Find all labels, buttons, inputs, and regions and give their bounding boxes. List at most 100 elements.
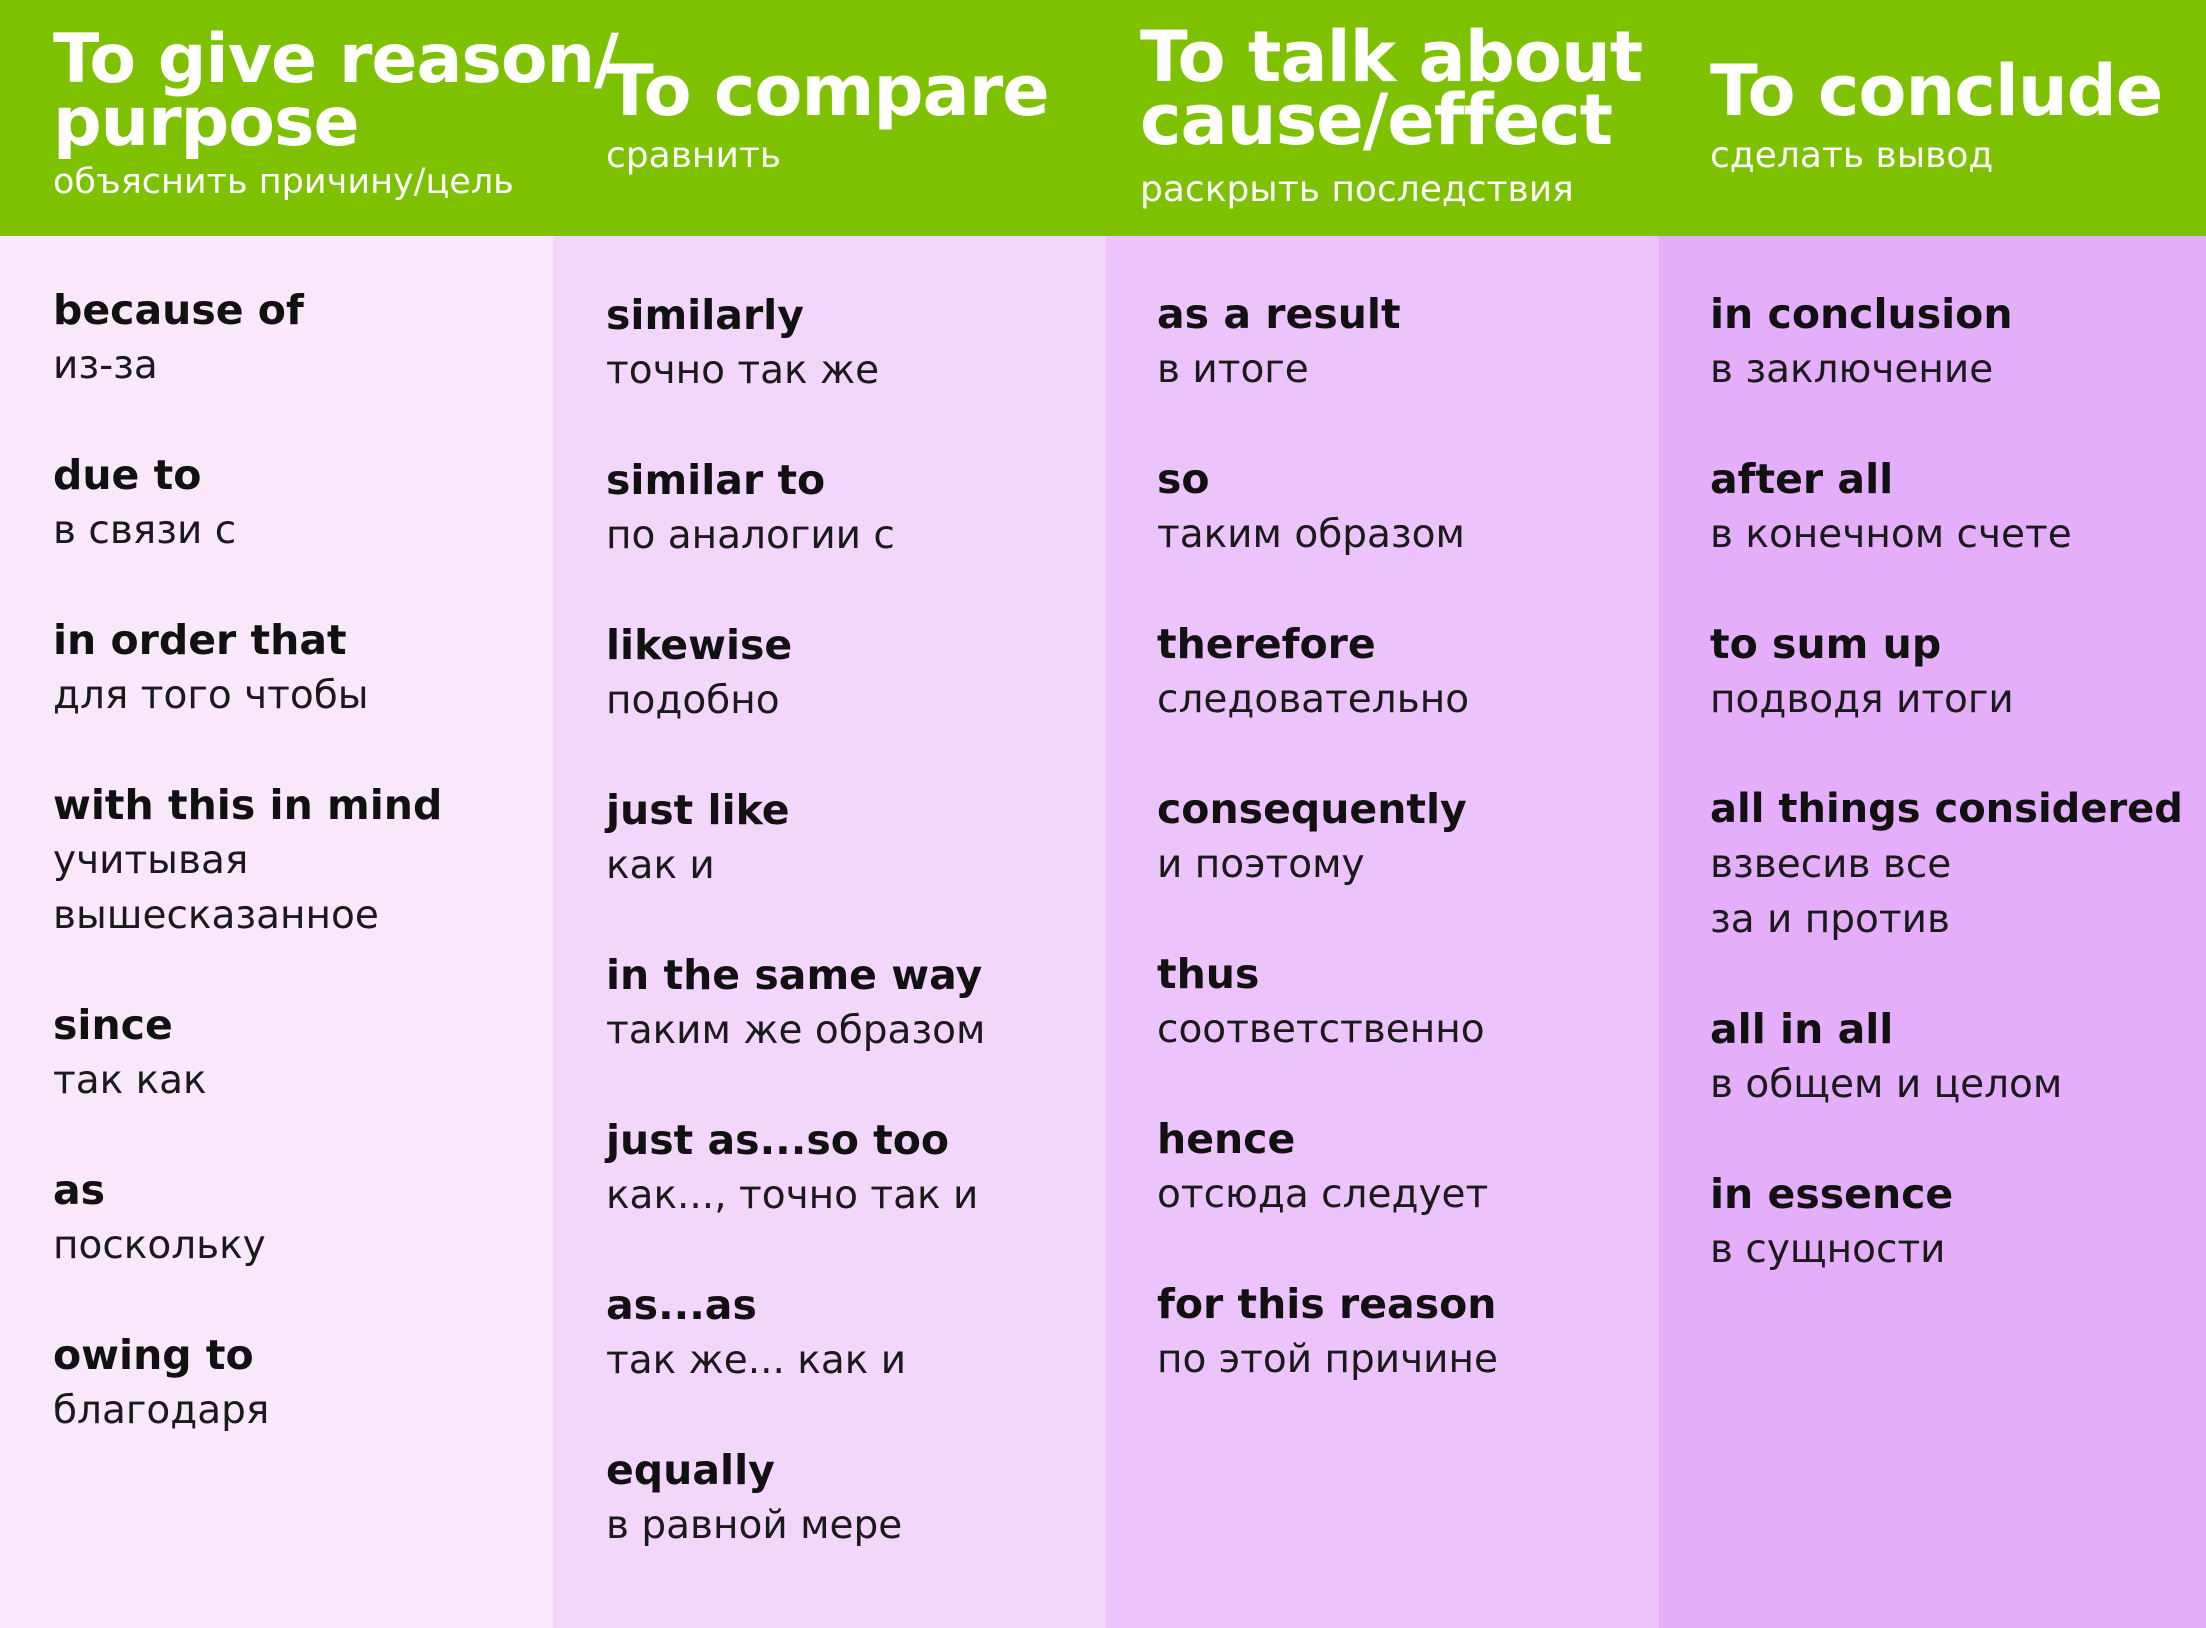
phrase-translation: как и (606, 843, 715, 888)
column-header: To compare сравнить (553, 0, 1106, 236)
phrase-translation: поскольку (53, 1223, 266, 1268)
column-subtitle: объяснить причину/цель (53, 162, 514, 202)
phrase-translation: в заключение (1710, 347, 1994, 392)
column-header: To talk about cause/effect раскрыть посл… (1106, 0, 1659, 236)
column-title-line: purpose (53, 83, 360, 162)
phrase-item: after all в конечном счете (1710, 452, 2072, 562)
phrase-term: because of (53, 286, 304, 334)
phrase-term: hence (1157, 1115, 1296, 1163)
phrase-term: therefore (1157, 620, 1376, 668)
header-band (0, 0, 2206, 236)
phrase-item: in order that для того чтобы (53, 613, 369, 723)
phrase-item: similarly точно так же (606, 288, 879, 398)
phrase-item: with this in mind учитывая вышесказанное (53, 778, 442, 943)
phrase-translation: соответственно (1157, 1007, 1485, 1052)
phrase-translation: учитывая (53, 838, 249, 883)
phrase-term: for this reason (1157, 1280, 1497, 1328)
phrase-translation: из-за (53, 343, 158, 388)
column-body (1659, 236, 2206, 1628)
phrase-item: all things considered взвесив все за и п… (1710, 782, 2183, 947)
phrase-item: for this reason по этой причине (1157, 1277, 1498, 1387)
phrase-translation: в сущности (1710, 1227, 1946, 1272)
phrase-translation: вышесказанное (53, 893, 379, 938)
phrase-translation: в общем и целом (1710, 1062, 2063, 1107)
phrase-translation: и поэтому (1157, 842, 1365, 887)
phrase-item: in conclusion в заключение (1710, 287, 2013, 397)
phrase-term: owing to (53, 1331, 254, 1379)
phrase-term: to sum up (1710, 620, 1942, 668)
phrase-item: in essence в сущности (1710, 1167, 1953, 1277)
phrase-translation: в равной мере (606, 1503, 903, 1548)
column-subtitle: раскрыть последствия (1140, 169, 1574, 210)
phrase-term: similar to (606, 456, 826, 504)
phrase-term: all things considered (1710, 786, 2183, 832)
phrase-term: in essence (1710, 1170, 1954, 1218)
phrase-translation: следовательно (1157, 677, 1470, 722)
phrase-item: to sum up подводя итоги (1710, 617, 2014, 727)
phrase-term: in order that (53, 616, 347, 664)
column-title: To conclude (1710, 50, 2163, 132)
phrase-translation: подводя итоги (1710, 677, 2014, 722)
column-compare: To compare сравнить similarly точно так … (553, 0, 1106, 1628)
phrase-term: just as...so too (606, 1116, 950, 1164)
column-body (1106, 236, 1659, 1628)
phrase-item: since так как (53, 998, 207, 1108)
phrase-item: therefore следовательно (1157, 617, 1469, 727)
column-subtitle: сравнить (606, 135, 782, 176)
phrase-item: all in all в общем и целом (1710, 1002, 2062, 1112)
phrase-term: in the same way (606, 951, 983, 999)
phrase-item: as...as так же... как и (606, 1278, 906, 1388)
phrase-translation: отсюда следует (1157, 1172, 1489, 1217)
phrase-term: in conclusion (1710, 290, 2013, 338)
phrase-term: so (1157, 455, 1210, 503)
phrase-item: hence отсюда следует (1157, 1112, 1488, 1222)
phrase-translation: для того чтобы (53, 673, 369, 718)
column-title: To give reason/ purpose (53, 20, 619, 162)
phrase-term: all in all (1710, 1005, 1894, 1053)
phrase-item: due to в связи с (53, 448, 236, 558)
phrase-translation: таким же образом (606, 1008, 986, 1053)
column-title-line: To compare (606, 50, 1050, 132)
column-title: To compare (606, 50, 1050, 132)
phrase-term: as...as (606, 1281, 757, 1329)
phrase-item: just like как и (606, 783, 790, 893)
phrase-translation: таким образом (1157, 512, 1465, 557)
phrase-term: since (53, 1001, 173, 1049)
column-title-line: To conclude (1710, 50, 2163, 132)
phrase-item: in the same way таким же образом (606, 948, 985, 1058)
phrase-term: as (53, 1166, 106, 1214)
phrase-translation: так же... как и (606, 1338, 907, 1383)
phrase-term: equally (606, 1446, 775, 1494)
phrase-translation: благодаря (53, 1388, 270, 1433)
column-header: To give reason/ purpose объяснить причин… (0, 0, 619, 236)
phrase-translation: так как (53, 1058, 207, 1103)
phrase-term: consequently (1157, 785, 1467, 833)
column-cause-effect: To talk about cause/effect раскрыть посл… (1106, 0, 1659, 1628)
phrase-translation: в конечном счете (1710, 512, 2072, 557)
phrase-item: so таким образом (1157, 452, 1465, 562)
column-body (0, 236, 553, 1628)
phrase-item: thus соответственно (1157, 947, 1485, 1057)
phrase-translation: подобно (606, 678, 780, 723)
phrase-term: after all (1710, 455, 1894, 503)
phrase-term: similarly (606, 291, 804, 339)
phrase-translation: по аналогии с (606, 513, 895, 558)
phrase-item: likewise подобно (606, 618, 792, 728)
phrase-item: equally в равной мере (606, 1443, 902, 1553)
phrase-term: thus (1157, 950, 1260, 998)
column-title-line: cause/effect (1140, 79, 1613, 161)
phrase-term: just like (606, 786, 790, 834)
phrase-item: because of из-за (53, 283, 304, 393)
column-reason-purpose: To give reason/ purpose объяснить причин… (0, 0, 619, 1628)
phrase-term: due to (53, 451, 202, 499)
column-title-line: To talk about (1140, 16, 1643, 98)
phrase-translation: взвесив все (1710, 842, 1952, 887)
column-title-line: To give reason/ (53, 20, 619, 99)
phrase-term: with this in mind (53, 781, 443, 829)
phrase-item: consequently и поэтому (1157, 782, 1467, 892)
column-title: To talk about cause/effect (1140, 16, 1643, 161)
phrase-translation: в итоге (1157, 347, 1309, 392)
phrase-term: likewise (606, 621, 793, 669)
phrase-translation: по этой причине (1157, 1337, 1498, 1382)
phrase-item: just as...so too как..., точно так и (606, 1113, 978, 1223)
